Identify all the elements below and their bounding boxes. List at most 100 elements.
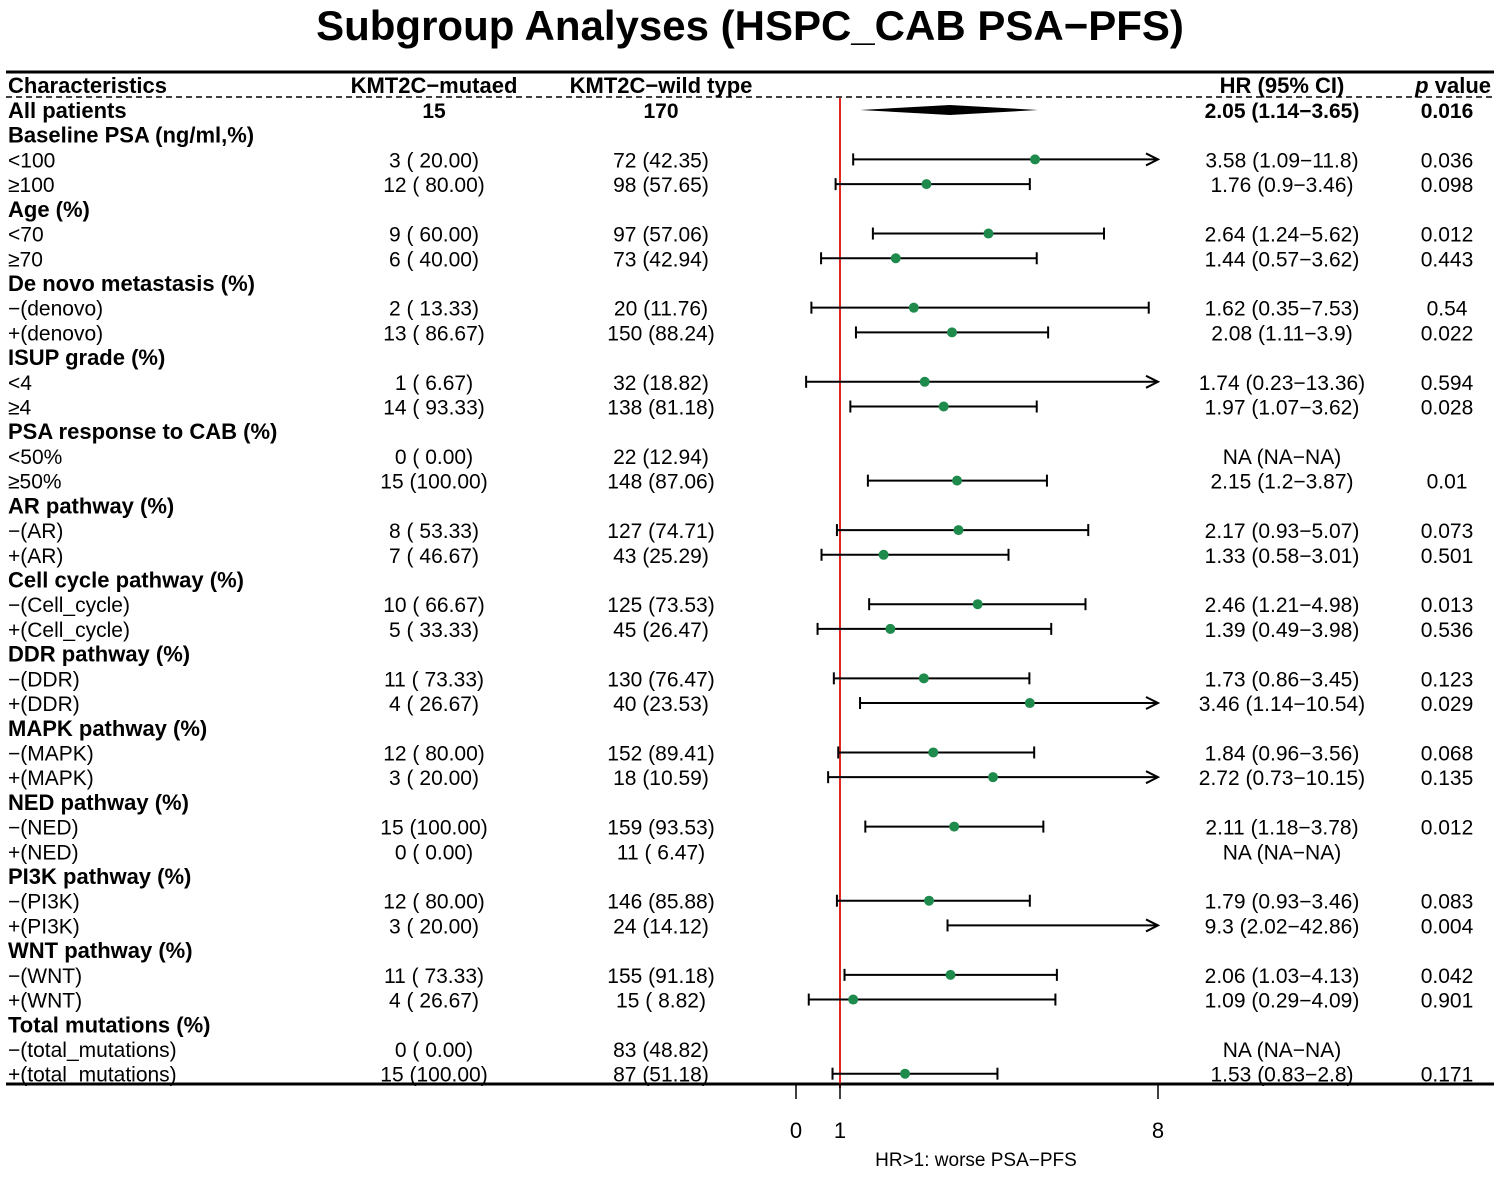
wild-count: 72 (42.35) [613, 149, 709, 172]
hr-ci-text: 1.62 (0.35−7.53) [1205, 298, 1360, 321]
p-value: 0.135 [1421, 767, 1474, 790]
hr-point [983, 228, 994, 239]
mutated-count: 5 ( 33.33) [389, 619, 479, 642]
hr-point [938, 401, 949, 412]
row-label: All patients [8, 98, 127, 123]
wild-count: 43 (25.29) [613, 545, 709, 568]
p-value: 0.54 [1427, 298, 1468, 321]
mutated-count: 11 ( 73.33) [384, 668, 484, 691]
hr-ci-text: 1.53 (0.83−2.8) [1210, 1064, 1353, 1087]
p-value: 0.012 [1421, 817, 1474, 840]
p-value: 0.022 [1421, 322, 1474, 345]
mutated-count: 10 ( 66.67) [383, 594, 485, 617]
row-label: −(PI3K) [8, 891, 80, 914]
ci-arrow [1145, 918, 1161, 933]
row-label: −(DDR) [8, 668, 80, 691]
chart-title: Subgroup Analyses (HSPC_CAB PSA−PFS) [316, 2, 1184, 49]
axis-tick-label: 0 [790, 1118, 802, 1143]
row-label: −(total_mutations) [8, 1039, 177, 1062]
mutated-count: 13 ( 86.67) [383, 322, 485, 345]
group-heading: Baseline PSA (ng/ml,%) [8, 123, 254, 148]
row-label: ≥50% [8, 471, 62, 494]
wild-count: 24 (14.12) [613, 915, 709, 938]
p-value: 0.083 [1421, 891, 1474, 914]
hr-ci-text: NA (NA−NA) [1223, 446, 1341, 469]
header-p-value: p value [1414, 73, 1491, 98]
hr-point [972, 599, 983, 610]
group-heading: AR pathway (%) [8, 493, 174, 518]
p-value: 0.013 [1421, 594, 1474, 617]
mutated-count: 11 ( 73.33) [384, 965, 484, 988]
mutated-count: 0 ( 0.00) [395, 841, 473, 864]
wild-count: 98 (57.65) [613, 174, 709, 197]
hr-point [988, 772, 999, 783]
p-value: 0.029 [1421, 693, 1474, 716]
hr-ci-text: 2.15 (1.2−3.87) [1210, 471, 1353, 494]
hr-ci-text: 1.73 (0.86−3.45) [1205, 668, 1360, 691]
p-value: 0.594 [1421, 372, 1474, 395]
hr-ci-text: 2.17 (0.93−5.07) [1205, 520, 1360, 543]
hr-ci-text: NA (NA−NA) [1223, 841, 1341, 864]
mutated-count: 12 ( 80.00) [383, 174, 485, 197]
hr-ci-text: 2.46 (1.21−4.98) [1205, 594, 1360, 617]
wild-count: 22 (12.94) [613, 446, 709, 469]
mutated-count: 3 ( 20.00) [389, 767, 479, 790]
mutated-count: 4 ( 26.67) [389, 990, 479, 1013]
mutated-count: 0 ( 0.00) [395, 1039, 473, 1062]
wild-count: 32 (18.82) [613, 372, 709, 395]
mutated-count: 15 (100.00) [380, 471, 487, 494]
wild-count: 159 (93.53) [607, 817, 714, 840]
mutated-count: 14 ( 93.33) [383, 397, 485, 420]
wild-count: 127 (74.71) [607, 520, 714, 543]
group-heading: PI3K pathway (%) [8, 864, 191, 889]
ci-arrow [1145, 696, 1161, 710]
header-mutated: KMT2C−mutaed [351, 73, 518, 98]
group-heading: De novo metastasis (%) [8, 271, 255, 296]
hr-point [928, 747, 939, 758]
wild-count: 148 (87.06) [607, 471, 714, 494]
hr-point [878, 549, 889, 560]
hr-point [949, 821, 960, 832]
p-value: 0.004 [1421, 915, 1474, 938]
mutated-count: 2 ( 13.33) [389, 298, 479, 321]
row-label: −(NED) [8, 817, 79, 840]
row-label: −(denovo) [8, 298, 103, 321]
p-value: 0.073 [1421, 520, 1474, 543]
ci-arrow [1145, 374, 1161, 389]
group-heading: Cell cycle pathway (%) [8, 567, 244, 592]
row-label: −(AR) [8, 520, 63, 543]
row-label: +(denovo) [8, 322, 103, 345]
p-value: 0.171 [1421, 1064, 1474, 1087]
hr-ci-text: 1.76 (0.9−3.46) [1210, 174, 1353, 197]
x-axis: 0 1 8 [790, 1084, 1164, 1143]
mutated-count: 1 ( 6.67) [395, 372, 473, 395]
row-label: +(Cell_cycle) [8, 619, 130, 642]
hr-ci-text: 2.08 (1.11−3.9) [1211, 322, 1352, 345]
row-label: ≥70 [8, 248, 43, 271]
row-label: <4 [8, 372, 32, 395]
hr-point [921, 179, 932, 190]
mutated-count: 8 ( 53.33) [389, 520, 479, 543]
wild-count: 146 (85.88) [607, 891, 714, 914]
mutated-count: 7 ( 46.67) [389, 545, 479, 568]
hr-ci-text: 9.3 (2.02−42.86) [1205, 915, 1360, 938]
wild-count: 125 (73.53) [607, 594, 714, 617]
hr-point [1024, 698, 1035, 709]
row-label: ≥4 [8, 397, 32, 420]
hr-point [946, 327, 957, 338]
p-value: 0.036 [1421, 149, 1474, 172]
group-heading: ISUP grade (%) [8, 345, 165, 370]
mutated-count: 15 (100.00) [380, 1064, 487, 1087]
header-p-prefix: p [1414, 73, 1428, 98]
p-value: 0.01 [1427, 471, 1468, 494]
p-value: 0.068 [1421, 742, 1474, 765]
hr-ci-text: 3.58 (1.09−11.8) [1205, 149, 1358, 172]
mutated-count: 4 ( 26.67) [389, 693, 479, 716]
ci-arrow [1145, 152, 1161, 167]
hr-point [848, 994, 859, 1005]
header-p-suffix: value [1429, 73, 1491, 98]
hr-ci-text: 1.39 (0.49−3.98) [1205, 619, 1360, 642]
row-label: +(MAPK) [8, 767, 94, 790]
hr-ci-text: 2.11 (1.18−3.78) [1205, 817, 1358, 840]
